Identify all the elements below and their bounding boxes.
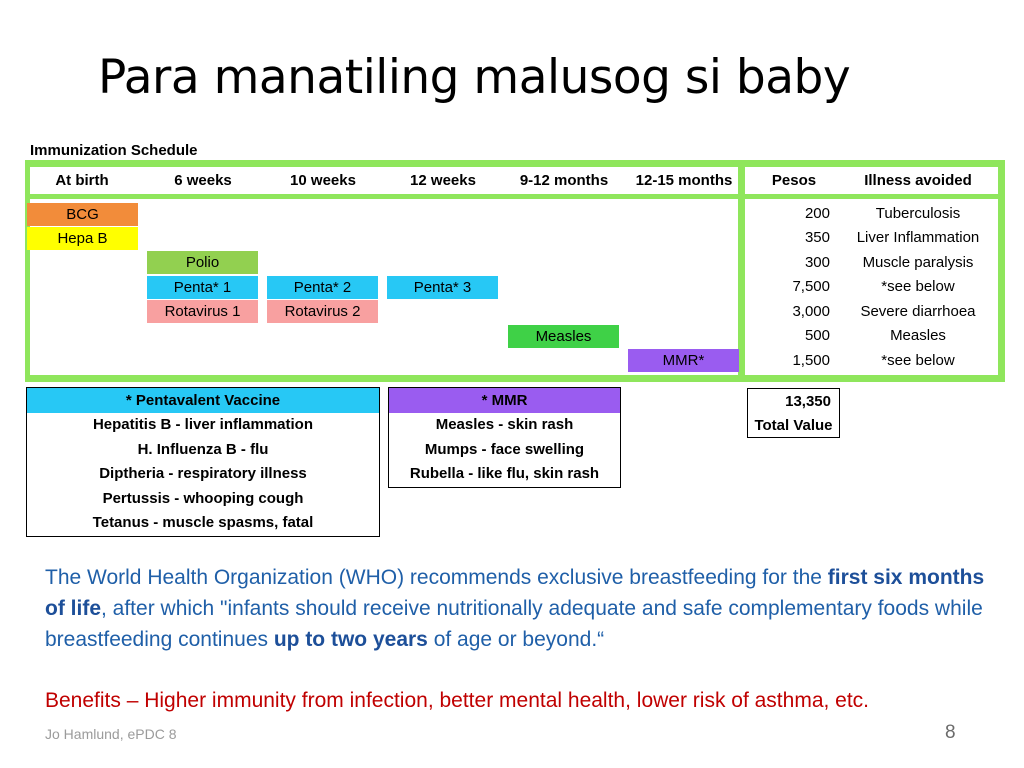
- paragraph-emphasis: up to two years: [273, 628, 428, 651]
- illness-avoided: *see below: [881, 278, 955, 295]
- paragraph-text: , after which "infants should receive nu…: [45, 597, 983, 651]
- paragraph-text: The World Health Organization (WHO) reco…: [45, 566, 828, 589]
- vaccine-rotavirus-1: Rotavirus 1: [147, 300, 258, 323]
- pesos-value: 7,500: [792, 278, 830, 295]
- mmr-item: Rubella - like flu, skin rash: [409, 465, 600, 482]
- pesos-value: 1,500: [792, 352, 830, 369]
- mmr-item: Mumps - face swelling: [424, 440, 585, 458]
- header-6-weeks: 6 weeks: [174, 172, 232, 189]
- pentavalent-item: H. Influenza B - flu: [137, 440, 269, 458]
- total-value: 13,350: [785, 393, 831, 410]
- mmr-item: Measles - skin rash: [435, 416, 574, 433]
- vaccine-rotavirus-2: Rotavirus 2: [267, 300, 378, 323]
- benefits-text: Benefits – Higher immunity from infectio…: [45, 689, 870, 712]
- illness-avoided: Severe diarrhoea: [860, 303, 976, 320]
- illness-avoided: Muscle paralysis: [862, 254, 974, 271]
- header-illness-avoided: Illness avoided: [864, 172, 972, 189]
- vaccine-penta-2: Penta* 2: [267, 276, 378, 299]
- pesos-value: 200: [804, 205, 830, 222]
- who-recommendation: The World Health Organization (WHO) reco…: [45, 562, 1000, 655]
- vaccine-hepa-b: Hepa B: [27, 227, 138, 250]
- total-label: Total Value: [754, 417, 833, 434]
- vaccine-penta-3: Penta* 3: [387, 276, 498, 299]
- vaccine-penta-1: Penta* 1: [147, 276, 258, 299]
- header-at-birth: At birth: [55, 172, 109, 189]
- illness-avoided: *see below: [881, 352, 955, 369]
- schedule-header-band: [30, 167, 738, 194]
- pesos-value: 500: [804, 327, 830, 344]
- header-12-weeks: 12 weeks: [410, 172, 476, 189]
- header-9-12-months: 9-12 months: [519, 172, 609, 189]
- vaccine-measles: Measles: [508, 325, 619, 348]
- pentavalent-item: Tetanus - muscle spasms, fatal: [92, 514, 314, 531]
- slide-title: Para manatiling malusog si baby: [98, 50, 851, 105]
- vaccine-bcg: BCG: [27, 203, 138, 226]
- illness-avoided: Measles: [890, 327, 946, 344]
- mmr-box: * MMR Measles - skin rash Mumps - face s…: [388, 387, 621, 488]
- pentavalent-item: Pertussis - whooping cough: [102, 489, 304, 507]
- illness-avoided: Tuberculosis: [875, 205, 961, 222]
- total-box: 13,350 Total Value: [747, 388, 840, 438]
- page-number: 8: [945, 722, 956, 743]
- schedule-header-band-right: [745, 167, 998, 194]
- illness-avoided: Liver Inflammation: [856, 229, 980, 246]
- paragraph-text: of age or beyond.“: [427, 628, 605, 651]
- mmr-title: * MMR: [389, 388, 620, 413]
- schedule-body-right: [745, 199, 998, 375]
- vaccine-polio: Polio: [147, 251, 258, 274]
- header-pesos: Pesos: [771, 172, 817, 189]
- pentavalent-box: * Pentavalent Vaccine Hepatitis B - live…: [26, 387, 380, 537]
- pesos-value: 350: [804, 229, 830, 246]
- pesos-value: 300: [804, 254, 830, 271]
- pesos-value: 3,000: [792, 303, 830, 320]
- pentavalent-item: Diptheria - respiratory illness: [99, 465, 307, 482]
- header-10-weeks: 10 weeks: [290, 172, 356, 189]
- header-12-15-months: 12-15 months: [635, 172, 733, 189]
- paragraph-emphasis: first six months of life: [45, 566, 985, 620]
- schedule-label: Immunization Schedule: [30, 142, 198, 159]
- vaccine-mmr: MMR*: [628, 349, 739, 372]
- pentavalent-title: * Pentavalent Vaccine: [27, 388, 379, 413]
- footer-attribution: Jo Hamlund, ePDC 8: [45, 726, 177, 742]
- pentavalent-item: Hepatitis B - liver inflammation: [92, 416, 314, 433]
